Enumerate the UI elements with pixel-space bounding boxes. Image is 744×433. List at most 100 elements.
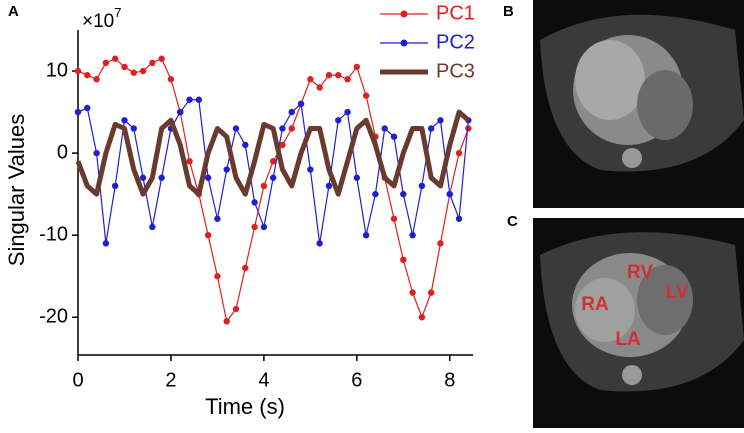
- data-point: [344, 76, 351, 83]
- y-tick-label: -20: [39, 306, 68, 328]
- data-point: [381, 125, 388, 132]
- data-point: [186, 158, 193, 165]
- data-point: [167, 76, 175, 83]
- chamber-label: LA: [615, 329, 641, 350]
- mri-image-b: [533, 0, 744, 208]
- data-point: [242, 141, 249, 149]
- data-point: [362, 231, 370, 239]
- y-scale-exponent: 7: [114, 5, 121, 20]
- data-point: [177, 108, 184, 116]
- data-point: [121, 117, 128, 124]
- data-point: [232, 125, 240, 132]
- chamber-label: RA: [581, 294, 609, 315]
- data-point: [158, 174, 165, 181]
- x-tick-label: 6: [351, 369, 362, 391]
- data-point: [409, 231, 416, 239]
- data-point: [307, 76, 314, 83]
- data-point: [437, 117, 444, 124]
- data-point: [139, 67, 147, 75]
- data-point: [390, 215, 398, 222]
- y-axis-title: Singular Values: [4, 114, 29, 266]
- data-point: [232, 305, 240, 313]
- data-point: [111, 182, 119, 190]
- data-point: [353, 63, 361, 71]
- data-point: [269, 174, 277, 181]
- mri-image-c: [533, 218, 744, 428]
- x-axis-title: Time (s): [205, 394, 285, 419]
- data-point: [149, 59, 156, 67]
- data-point: [316, 84, 323, 91]
- data-point: [427, 125, 435, 132]
- data-point: [260, 223, 268, 231]
- data-point: [102, 240, 110, 247]
- data-point: [223, 318, 230, 325]
- data-point: [390, 133, 398, 140]
- x-tick-label: 8: [444, 369, 455, 391]
- data-point: [279, 125, 286, 132]
- data-point: [344, 108, 351, 116]
- data-point: [102, 59, 110, 67]
- data-point: [186, 96, 193, 103]
- data-point: [130, 69, 137, 76]
- y-tick-label: 10: [46, 59, 68, 81]
- data-point: [335, 71, 342, 79]
- legend-label: PC1: [436, 2, 475, 24]
- series-line: [75, 109, 471, 197]
- data-point: [204, 231, 212, 239]
- data-point: [372, 190, 379, 198]
- panel-label: C: [507, 213, 518, 230]
- x-tick-label: 2: [165, 369, 176, 391]
- data-point: [242, 264, 249, 272]
- data-point: [325, 182, 333, 190]
- data-point: [269, 158, 277, 165]
- data-point: [353, 174, 361, 181]
- chamber-label: RV: [627, 262, 653, 283]
- data-point: [251, 223, 258, 231]
- data-point: [455, 215, 463, 222]
- x-tick-label: 4: [258, 369, 269, 391]
- data-point: [297, 100, 305, 108]
- y-scale-label: ×107: [82, 5, 121, 32]
- data-point: [93, 149, 100, 157]
- data-point: [465, 125, 472, 132]
- data-point: [316, 240, 323, 247]
- data-point: [455, 149, 463, 157]
- data-point: [111, 55, 119, 62]
- data-point: [307, 166, 314, 173]
- data-point: [335, 117, 342, 124]
- data-point: [427, 289, 435, 296]
- data-point: [130, 125, 137, 132]
- data-point: [288, 108, 295, 116]
- data-point: [437, 240, 444, 247]
- y-scale-base: ×10: [82, 11, 114, 32]
- data-point: [149, 223, 156, 231]
- data-point: [93, 76, 100, 83]
- legend-label: PC2: [436, 31, 475, 53]
- data-point: [251, 199, 258, 206]
- data-point: [409, 289, 416, 296]
- data-point: [325, 71, 333, 79]
- y-tick-label: -10: [39, 223, 68, 245]
- chamber-label: LV: [666, 282, 689, 303]
- data-point: [84, 104, 91, 112]
- data-point: [223, 166, 230, 173]
- panel-label: A: [8, 3, 19, 20]
- data-point: [84, 71, 91, 79]
- data-point: [214, 215, 221, 222]
- data-point: [362, 92, 370, 99]
- data-point: [158, 55, 165, 62]
- data-point: [418, 182, 426, 190]
- data-point: [260, 182, 268, 190]
- legend-marker: [400, 39, 408, 47]
- data-point: [204, 174, 212, 181]
- data-point: [139, 174, 147, 181]
- x-tick-label: 0: [72, 369, 83, 391]
- data-point: [74, 67, 82, 75]
- data-point: [400, 190, 407, 198]
- series-line: [77, 58, 469, 322]
- legend-marker: [400, 10, 408, 18]
- data-point: [195, 96, 203, 103]
- y-tick-label: 0: [57, 141, 68, 163]
